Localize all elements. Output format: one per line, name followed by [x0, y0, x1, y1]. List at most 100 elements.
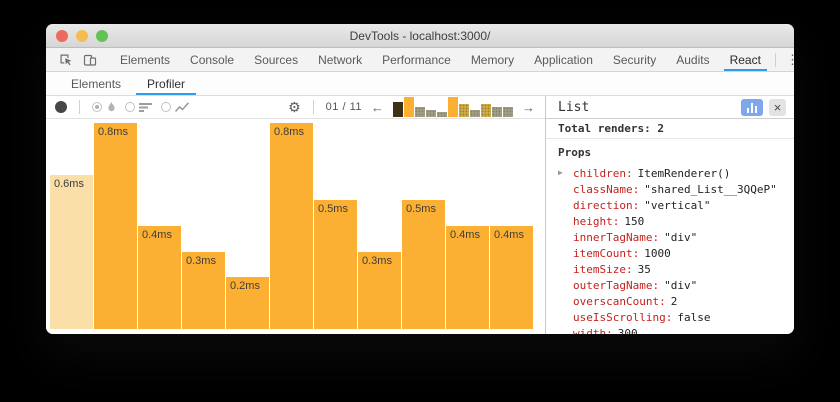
commit-bar-chart: 0.6ms 0.8ms 0.4ms 0.3ms 0.2ms 0.8ms 0.5ms 0.3ms…	[46, 119, 545, 334]
close-window-button[interactable]	[56, 29, 68, 42]
interactions-radio[interactable]	[161, 102, 171, 112]
commit-duration-label: 0.2ms	[230, 280, 260, 292]
commit-duration-label: 0.4ms	[450, 229, 480, 241]
profiler-pane: ⚙ 01 / 11 ← → 0.6ms 0.8ms 0.4ms 0.3ms 0.2ms 0…	[46, 96, 545, 334]
line-chart-icon	[175, 101, 190, 113]
commit-bar-2[interactable]: 0.8ms	[94, 123, 137, 329]
prop-row-outerTagName: outerTagName: "div"	[546, 277, 794, 293]
prop-key: outerTagName:	[573, 278, 660, 292]
commit-bar-11[interactable]: 0.4ms	[490, 226, 533, 329]
tab-application[interactable]: Application	[534, 52, 593, 67]
minimap-bar-11[interactable]	[503, 107, 513, 117]
prop-row-className: className: "shared_List__3QQeP"	[546, 181, 794, 197]
minimap-bar-5[interactable]	[437, 112, 447, 117]
commit-bar-10[interactable]: 0.4ms	[446, 226, 489, 329]
prop-key: className:	[573, 182, 640, 196]
content-area: ⚙ 01 / 11 ← → 0.6ms 0.8ms 0.4ms 0.3ms 0.2ms 0…	[46, 96, 794, 334]
previous-snapshot-button[interactable]: ←	[371, 99, 384, 115]
window-title: DevTools - localhost:3000/	[349, 28, 491, 43]
commit-duration-label: 0.3ms	[186, 255, 216, 267]
commit-bar-8[interactable]: 0.3ms	[358, 252, 401, 329]
flame-icon	[106, 100, 117, 114]
tab-elements[interactable]: Elements	[120, 52, 171, 67]
subtab-profiler[interactable]: Profiler	[134, 72, 198, 95]
minimap-bar-6[interactable]	[448, 97, 458, 117]
prop-row-width: width: 300	[546, 325, 794, 335]
snapshot-minimap[interactable]	[393, 97, 513, 117]
prop-key: width:	[573, 326, 613, 335]
prop-key: children:	[573, 166, 633, 180]
maximize-window-button[interactable]	[96, 29, 108, 42]
flamegraph-radio[interactable]	[92, 102, 102, 112]
tab-audits[interactable]: Audits	[676, 52, 710, 67]
flamegraph-option[interactable]	[92, 100, 117, 114]
subtab-elements[interactable]: Elements	[71, 76, 122, 91]
ranked-radio[interactable]	[125, 102, 135, 112]
prop-key: direction:	[573, 198, 640, 212]
prop-row-innerTagName: innerTagName: "div"	[546, 229, 794, 245]
devtools-tabs: Elements Console Sources Network Performance…	[110, 48, 771, 71]
ranked-chart-icon	[139, 102, 153, 113]
minimap-bar-10[interactable]	[492, 107, 502, 117]
title-bar[interactable]: DevTools - localhost:3000/	[46, 24, 794, 48]
commit-bar-3[interactable]: 0.4ms	[138, 226, 181, 329]
profiler-toolbar: ⚙ 01 / 11 ← →	[46, 96, 545, 119]
minimap-bar-2[interactable]	[404, 97, 414, 117]
device-toolbar-icon[interactable]	[78, 48, 102, 71]
prop-row-itemSize: itemSize: 35	[546, 261, 794, 277]
traffic-lights	[56, 24, 108, 47]
tab-performance[interactable]: Performance	[382, 52, 451, 67]
view-chart-button[interactable]	[741, 98, 763, 116]
settings-gear-icon[interactable]: ⚙	[288, 99, 301, 115]
tab-console[interactable]: Console	[190, 52, 235, 67]
commit-duration-label: 0.5ms	[406, 203, 436, 215]
prop-value: 300	[617, 326, 638, 335]
minimap-bar-1[interactable]	[393, 102, 403, 117]
prop-value: false	[677, 310, 711, 324]
interactions-option[interactable]	[161, 101, 190, 113]
minimap-bar-4[interactable]	[426, 110, 436, 117]
tab-security[interactable]: Security	[612, 52, 657, 67]
bar-chart-icon	[747, 107, 749, 113]
close-panel-button[interactable]: ×	[769, 98, 786, 116]
minimap-bar-8[interactable]	[470, 110, 480, 117]
toolbar-divider	[312, 100, 314, 114]
tab-react[interactable]: React	[720, 48, 771, 71]
chart-bars: 0.6ms 0.8ms 0.4ms 0.3ms 0.2ms 0.8ms 0.5ms 0.3ms…	[50, 123, 533, 329]
toolbar-divider	[774, 52, 776, 67]
commit-duration-label: 0.5ms	[318, 203, 348, 215]
react-subtab-bar: Elements Profiler	[46, 72, 794, 96]
devtools-tab-bar: Elements Console Sources Network Performance…	[46, 48, 794, 72]
snapshot-counter: 01 / 11	[325, 101, 362, 113]
next-snapshot-button[interactable]: →	[522, 99, 535, 115]
prop-row-overscanCount: overscanCount: 2	[546, 293, 794, 309]
tab-network[interactable]: Network	[318, 52, 363, 67]
minimap-bar-3[interactable]	[415, 107, 425, 117]
commit-bar-1[interactable]: 0.6ms	[50, 175, 93, 329]
tab-sources[interactable]: Sources	[254, 52, 299, 67]
inspect-element-icon[interactable]	[54, 48, 78, 71]
prop-key: height:	[573, 214, 620, 228]
props-header: Props	[558, 146, 592, 159]
devtools-window: DevTools - localhost:3000/ Elements Conso…	[46, 24, 794, 334]
commit-bar-6[interactable]: 0.8ms	[270, 123, 313, 329]
minimize-window-button[interactable]	[76, 29, 88, 42]
minimap-bar-9[interactable]	[481, 104, 491, 117]
expand-caret-icon[interactable]: ▶	[558, 168, 563, 177]
prop-row-children: ▶ children: ItemRenderer()	[546, 165, 794, 181]
record-button[interactable]	[55, 101, 67, 113]
tab-memory[interactable]: Memory	[470, 52, 515, 67]
prop-key: overscanCount:	[573, 294, 666, 308]
prop-value: 2	[670, 294, 678, 308]
minimap-bar-7[interactable]	[459, 104, 469, 117]
commit-bar-5[interactable]: 0.2ms	[226, 277, 269, 329]
prop-row-useIsScrolling: useIsScrolling: false	[546, 309, 794, 325]
commit-bar-9[interactable]: 0.5ms	[402, 200, 445, 329]
commit-duration-label: 0.3ms	[362, 255, 392, 267]
commit-duration-label: 0.4ms	[494, 229, 524, 241]
commit-bar-4[interactable]: 0.3ms	[182, 252, 225, 329]
prop-value: "div"	[664, 278, 698, 292]
more-options-icon[interactable]: ⋮	[785, 51, 794, 67]
commit-bar-7[interactable]: 0.5ms	[314, 200, 357, 329]
ranked-option[interactable]	[125, 102, 153, 113]
